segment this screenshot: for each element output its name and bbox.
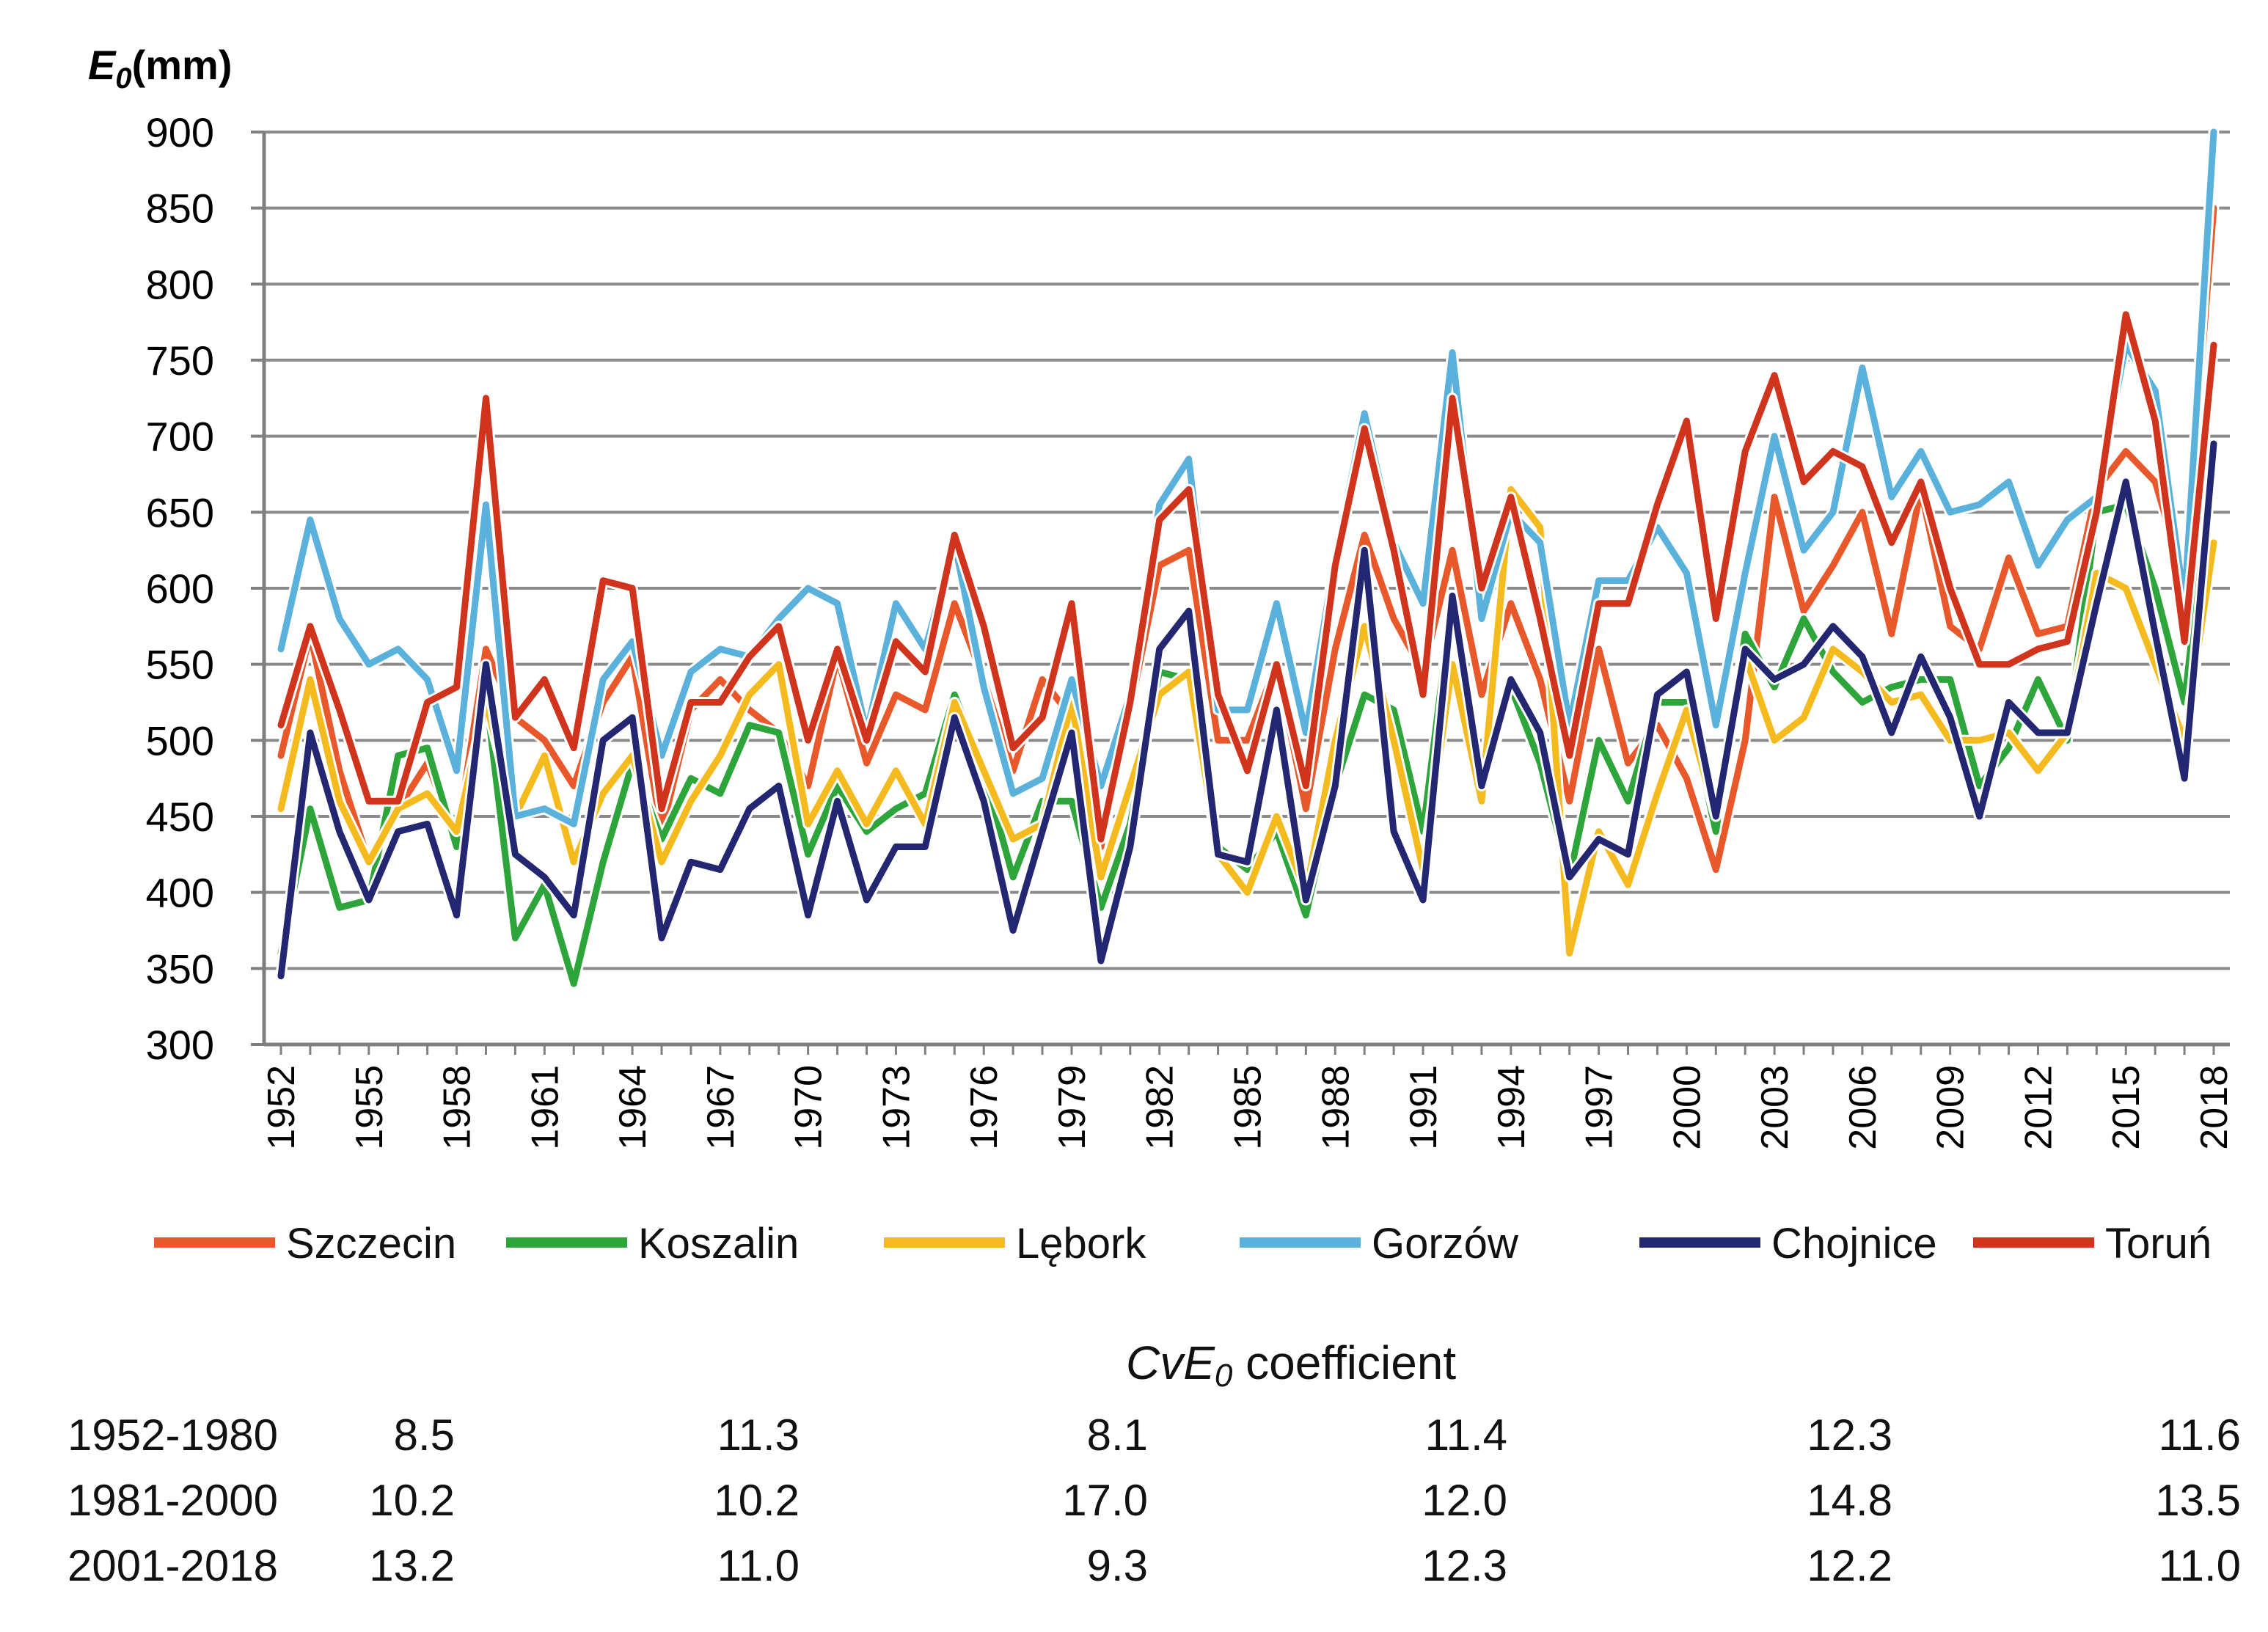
- legend-item-koszalin: Koszalin: [506, 1220, 799, 1267]
- x-tick-label: 1967: [700, 1065, 742, 1150]
- cv-value-toruń: 13.5: [2155, 1476, 2241, 1525]
- x-tick-label: 2015: [2105, 1065, 2148, 1150]
- legend-label: Lębork: [1016, 1220, 1146, 1267]
- y-tick-label: 800: [146, 261, 214, 307]
- series-line-toruń: [277, 311, 2217, 843]
- x-tick-label: 1991: [1402, 1065, 1445, 1150]
- y-tick-label: 350: [146, 945, 214, 992]
- cv-value-chojnice: 12.2: [1807, 1541, 1892, 1590]
- x-tick-label: 1976: [963, 1065, 1006, 1150]
- series-line-lębork: [277, 486, 2217, 957]
- legend-label: Gorzów: [1372, 1220, 1519, 1267]
- x-tick-label: 1979: [1051, 1065, 1094, 1150]
- y-tick-label: 550: [146, 642, 214, 688]
- cv-period-label: 2001-2018: [67, 1541, 278, 1590]
- legend-item-toruń: Toruń: [1973, 1220, 2212, 1267]
- series-line-chojnice: [277, 440, 2217, 980]
- y-tick-label: 600: [146, 566, 214, 612]
- cv-table-row: 2001-2018 13.2 11.0 9.3 12.3 12.2 11.0: [67, 1541, 2241, 1590]
- x-tick-label: 2000: [1666, 1065, 1708, 1150]
- y-tick-label: 500: [146, 717, 214, 764]
- cv-value-koszalin: 11.0: [717, 1541, 800, 1590]
- x-tick-label: 1994: [1490, 1065, 1533, 1150]
- x-tick-label: 2006: [1842, 1065, 1884, 1150]
- cv-value-lębork: 17.0: [1062, 1476, 1148, 1525]
- x-tick-label: 2012: [2017, 1065, 2060, 1150]
- legend-label: Chojnice: [1771, 1220, 1937, 1267]
- x-tick-label: 1997: [1579, 1065, 1621, 1150]
- cv-value-gorzów: 12.3: [1422, 1541, 1507, 1590]
- legend-item-gorzów: Gorzów: [1240, 1220, 1519, 1267]
- series-line-gorzów: [277, 128, 2217, 827]
- cv-value-lębork: 8.1: [1087, 1410, 1148, 1460]
- cv-value-chojnice: 12.3: [1807, 1410, 1892, 1460]
- cv-period-label: 1981-2000: [67, 1476, 278, 1525]
- x-tick-label: 1952: [260, 1065, 303, 1150]
- y-axis-label: E0(mm): [88, 42, 233, 95]
- legend-label: Szczecin: [286, 1220, 456, 1267]
- x-tick-label: 1964: [612, 1065, 654, 1150]
- y-tick-label: 850: [146, 186, 214, 232]
- legend-item-szczecin: Szczecin: [154, 1220, 456, 1267]
- cv-value-koszalin: 11.3: [717, 1410, 800, 1460]
- x-tick-label: 1982: [1139, 1065, 1182, 1150]
- x-tick-label: 1973: [875, 1065, 918, 1150]
- cv-value-gorzów: 11.4: [1425, 1410, 1507, 1460]
- x-tick-label: 1955: [348, 1065, 391, 1150]
- cv-value-chojnice: 14.8: [1807, 1476, 1892, 1525]
- cv-table-row: 1952-1980 8.5 11.3 8.1 11.4 12.3 11.6: [67, 1410, 2241, 1460]
- cv-period-label: 1952-1980: [67, 1410, 278, 1460]
- series-line-koszalin: [277, 440, 2217, 987]
- legend: Szczecin Koszalin Lębork Gorzów Chojnice Toru…: [154, 1220, 2212, 1267]
- y-tick-label: 300: [146, 1022, 214, 1068]
- legend-label: Koszalin: [638, 1220, 799, 1267]
- y-tick-label: 750: [146, 337, 214, 384]
- cv-table-row: 1981-2000 10.2 10.2 17.0 12.0 14.8 13.5: [67, 1476, 2241, 1525]
- x-tick-label: 2018: [2193, 1065, 2236, 1150]
- cv-value-toruń: 11.0: [2159, 1541, 2241, 1590]
- cv-table: 1952-1980 8.5 11.3 8.1 11.4 12.3 11.6 1981-2000…: [67, 1410, 2241, 1590]
- cv-value-gorzów: 12.0: [1422, 1476, 1507, 1525]
- cv-value-toruń: 11.6: [2159, 1410, 2241, 1460]
- x-tick-labels: 1952 1955 1958 1961 1964 1967 1970 1973 1976 1979…: [260, 1044, 2236, 1150]
- y-tick-label: 650: [146, 489, 214, 535]
- cv-value-koszalin: 10.2: [714, 1476, 800, 1525]
- cv-table-title: CvE0 coefficient: [1126, 1336, 1456, 1394]
- x-tick-label: 2003: [1754, 1065, 1796, 1150]
- y-tick-label: 450: [146, 794, 214, 840]
- series-lines: [275, 126, 2220, 989]
- y-tick-label: 900: [146, 109, 214, 155]
- x-tick-label: 1961: [524, 1065, 566, 1150]
- x-tick-label: 2009: [1930, 1065, 1972, 1150]
- legend-item-lębork: Lębork: [884, 1220, 1146, 1267]
- x-tick-label: 1958: [436, 1065, 479, 1150]
- cv-value-szczecin: 10.2: [369, 1476, 455, 1525]
- y-tick-label: 700: [146, 414, 214, 460]
- x-tick-label: 1970: [788, 1065, 830, 1150]
- cv-value-szczecin: 8.5: [394, 1410, 455, 1460]
- legend-label: Toruń: [2105, 1220, 2212, 1267]
- x-tick-label: 1985: [1227, 1065, 1270, 1150]
- y-tick-label: 400: [146, 870, 214, 916]
- cv-value-szczecin: 13.2: [369, 1541, 455, 1590]
- x-tick-label: 1988: [1314, 1065, 1357, 1150]
- y-tick-labels: 300 350 400 450 500 550 600 650 700 750 800 850 900: [146, 109, 214, 1068]
- cv-value-lębork: 9.3: [1087, 1541, 1148, 1590]
- legend-item-chojnice: Chojnice: [1639, 1220, 1937, 1267]
